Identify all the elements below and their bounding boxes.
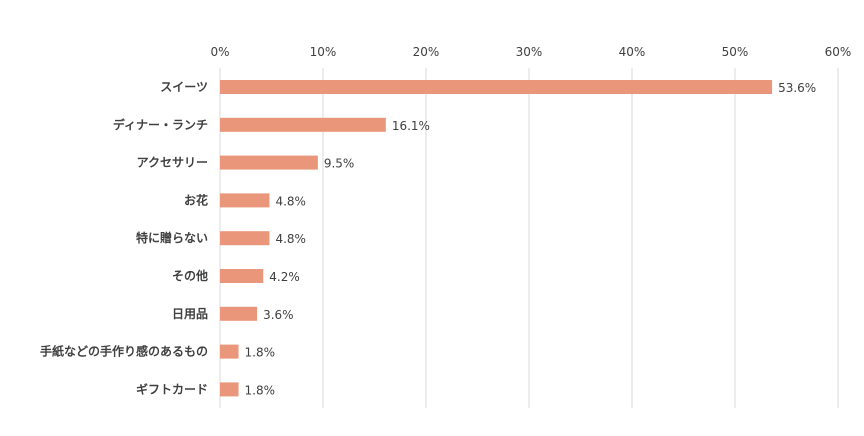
bar [220, 80, 773, 94]
data-labels: 53.6% 16.1% 9.5% 4.8% 4.8% 4.2% 3.6% 1.8% 1.8% [245, 81, 817, 397]
x-tick-label: 40% [619, 45, 646, 59]
category-label: お花 [184, 192, 208, 207]
bar [220, 344, 239, 359]
bars [220, 80, 773, 397]
bar [220, 155, 318, 170]
category-label: アクセサリー [137, 156, 208, 170]
data-label: 16.1% [392, 119, 430, 133]
data-label: 3.6% [263, 308, 294, 322]
category-label: ギフトカード [136, 381, 208, 396]
data-label: 4.2% [269, 270, 300, 284]
data-label: 9.5% [324, 157, 355, 171]
bar [220, 269, 264, 283]
category-label: 手紙などの手作り感のあるもの [40, 344, 208, 359]
category-label: 日用品 [172, 307, 208, 321]
category-label: 特に贈らない [136, 230, 208, 245]
category-label: スイーツ [160, 80, 208, 94]
bar [220, 193, 270, 208]
data-label: 53.6% [778, 81, 816, 95]
data-label: 1.8% [245, 346, 275, 360]
data-label: 4.8% [275, 194, 306, 208]
bar [220, 117, 386, 132]
data-label: 4.8% [275, 232, 306, 246]
category-label: その他 [172, 268, 208, 283]
category-label: ディナー・ランチ [113, 117, 208, 132]
data-label: 1.8% [245, 383, 275, 397]
x-axis-ticks: 0% 10% 20% 30% 40% 50% 60% [210, 45, 851, 59]
x-tick-label: 10% [310, 45, 337, 59]
x-tick-label: 20% [413, 45, 440, 59]
x-tick-label: 30% [516, 45, 543, 59]
bar [220, 382, 239, 397]
x-tick-label: 0% [210, 45, 229, 59]
x-tick-label: 60% [825, 45, 852, 59]
bar [220, 306, 258, 321]
category-labels: スイーツディナー・ランチアクセサリーお花特に贈らないその他日用品手紙などの手作り… [40, 80, 208, 396]
x-tick-label: 50% [722, 45, 749, 59]
bar [220, 231, 270, 246]
